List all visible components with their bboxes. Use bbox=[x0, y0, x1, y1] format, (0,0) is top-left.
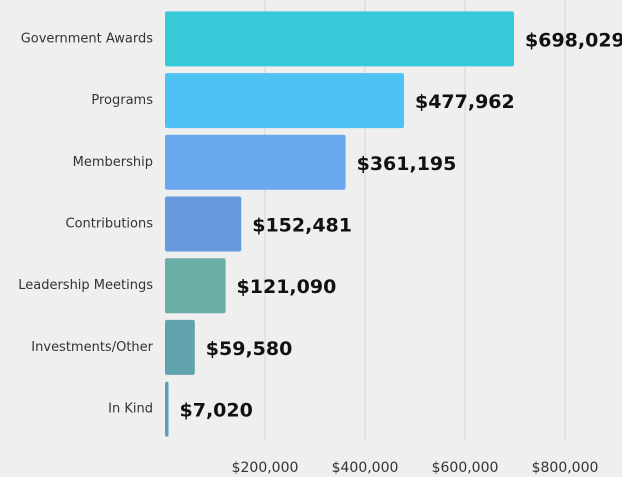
value-label: $361,195 bbox=[357, 153, 457, 175]
y-tick-label: Government Awards bbox=[21, 31, 154, 46]
y-tick-label: Leadership Meetings bbox=[18, 278, 153, 293]
x-tick-label: $200,000 bbox=[232, 460, 299, 476]
bar bbox=[165, 196, 242, 252]
x-tick-label: $800,000 bbox=[532, 460, 599, 476]
y-tick-label: In Kind bbox=[108, 402, 153, 417]
y-tick-label: Programs bbox=[91, 93, 153, 108]
y-tick-label: Contributions bbox=[66, 217, 154, 232]
value-label: $477,962 bbox=[415, 91, 515, 113]
bar bbox=[165, 134, 346, 190]
y-tick-label: Investments/Other bbox=[31, 340, 153, 355]
bar bbox=[165, 381, 169, 437]
value-label: $698,029 bbox=[525, 29, 622, 51]
value-label: $152,481 bbox=[252, 215, 352, 237]
x-tick-label: $600,000 bbox=[432, 460, 499, 476]
y-tick-label: Membership bbox=[73, 155, 153, 170]
value-label: $121,090 bbox=[237, 276, 337, 298]
value-label: $59,580 bbox=[206, 338, 293, 360]
value-label: $7,020 bbox=[180, 400, 253, 422]
bar bbox=[165, 258, 226, 314]
x-tick-label: $400,000 bbox=[332, 460, 399, 476]
bar bbox=[165, 319, 195, 375]
bar bbox=[165, 73, 404, 129]
bar bbox=[165, 11, 515, 67]
